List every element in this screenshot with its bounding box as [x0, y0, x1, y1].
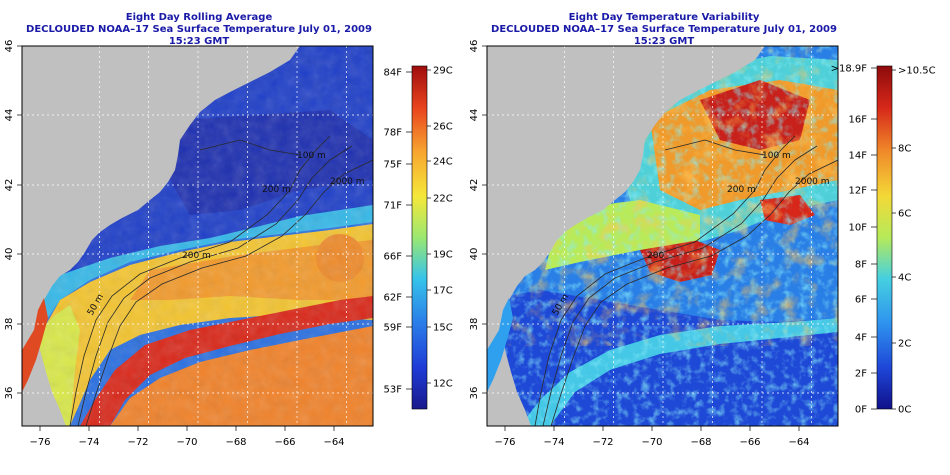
left-x-tick-label-2: −72	[127, 437, 148, 448]
right-x-tick-label-5: −66	[739, 437, 760, 448]
left-cb-c-label-6: 15C	[433, 323, 453, 334]
right-y-tick-label-5: 36	[469, 387, 480, 400]
right-cb-f-label-9: 0F	[855, 405, 867, 416]
right-cb-f-label-6: 6F	[855, 295, 867, 306]
right-contours	[534, 135, 838, 426]
right-x-tick-label-6: −64	[788, 437, 809, 448]
left-cb-f-label-4: 66F	[384, 252, 403, 263]
left-cb-f-label-5: 62F	[384, 293, 403, 304]
left-x-tick-label-3: −70	[176, 437, 197, 448]
right-land	[487, 46, 765, 426]
left-colorbar-gradient	[411, 65, 428, 410]
right-title-line2: DECLOUDED NOAA–17 Sea Surface Temperatur…	[491, 24, 837, 47]
right-x-tick-label-2: −72	[592, 437, 613, 448]
left-grid	[22, 46, 373, 426]
left-contour-label-200m-b: 200 m	[182, 251, 211, 261]
right-bay	[487, 298, 513, 392]
left-x-tick-label-6: −64	[323, 437, 344, 448]
right-title-line1: Eight Day Temperature Variability	[568, 12, 760, 23]
left-cb-f-label-7: 53F	[384, 385, 403, 396]
left-contour-label-2000m: 2000 m	[330, 177, 365, 187]
left-y-tick-label-5: 36	[4, 387, 15, 400]
right-colorbar-gradient	[876, 65, 893, 410]
left-colorbar-fahrenheit-labels: 84F 78F 75F 71F 66F 62F 59F 53F	[384, 68, 412, 396]
right-cb-f-label-0: >18.9F	[831, 64, 868, 75]
right-cb-c-label-0: >10.5C	[898, 66, 936, 77]
left-title-line2: DECLOUDED NOAA–17 Sea Surface Temperatur…	[26, 24, 372, 47]
left-cb-f-label-2: 75F	[384, 160, 403, 171]
left-y-tick-label-2: 42	[4, 179, 15, 192]
right-map-frame	[486, 45, 839, 427]
left-y-tick-label-0: 46	[4, 40, 15, 53]
right-cb-f-label-4: 10F	[849, 223, 868, 234]
right-cb-f-label-3: 12F	[849, 186, 868, 197]
right-cb-f-label-1: 16F	[849, 115, 868, 126]
left-contour-label-200m-a: 200 m	[262, 185, 291, 195]
left-y-tick-label-1: 44	[4, 109, 15, 122]
right-colorbar: >18.9F 16F 14F 12F 10F 8F 6F 4F 2F 0F >10.5C 8C 6C 4…	[831, 64, 936, 416]
left-contour-label-100m: 100 m	[297, 151, 326, 161]
left-land	[22, 46, 300, 426]
left-cb-c-label-0: 29C	[433, 66, 453, 77]
right-y-tick-label-0: 46	[469, 40, 480, 53]
left-cb-c-label-4: 19C	[433, 250, 453, 261]
right-cb-f-label-8: 2F	[855, 369, 867, 380]
right-contour-label-200: 200	[647, 251, 664, 261]
right-y-tick-label-3: 40	[469, 248, 480, 261]
left-x-tick-label-1: −74	[78, 437, 99, 448]
left-cb-f-label-1: 78F	[384, 128, 403, 139]
right-grid	[487, 46, 838, 426]
right-x-tick-label-3: −70	[641, 437, 662, 448]
right-y-tick-label-2: 42	[469, 179, 480, 192]
left-map-frame	[21, 45, 374, 427]
left-colorbar-celsius-labels: 29C 26C 24C 22C 19C 17C 15C 12C	[427, 66, 453, 390]
right-cb-f-label-7: 4F	[855, 333, 867, 344]
right-contour-label-100m: 100 m	[762, 151, 791, 161]
left-bay	[22, 298, 48, 392]
left-cb-f-label-6: 59F	[384, 323, 403, 334]
left-cb-c-label-5: 17C	[433, 286, 453, 297]
right-cb-c-label-4: 2C	[898, 339, 911, 350]
left-x-tick-label-4: −68	[225, 437, 246, 448]
left-cb-c-label-1: 26C	[433, 122, 453, 133]
left-cb-c-label-3: 22C	[433, 194, 453, 205]
left-y-tick-label-4: 38	[4, 318, 15, 331]
left-cb-c-label-7: 12C	[433, 379, 453, 390]
left-cb-f-label-3: 71F	[384, 201, 403, 212]
right-title: Eight Day Temperature Variability DECLOU…	[486, 12, 842, 48]
right-cb-c-label-5: 0C	[898, 405, 911, 416]
right-map: 100 m 200 m 2000 m 200 50 m	[486, 45, 839, 427]
right-colorbar-fahrenheit-labels: >18.9F 16F 14F 12F 10F 8F 6F 4F 2F 0F	[831, 64, 877, 416]
right-x-tick-label-1: −74	[543, 437, 564, 448]
axis-ticks: −76 −74 −72 −70 −68 −66 −64 46 44 42 40 38 36 −76 −74 −…	[4, 40, 810, 448]
right-y-tick-label-4: 38	[469, 318, 480, 331]
left-title: Eight Day Rolling Average DECLOUDED NOAA…	[20, 12, 378, 48]
left-colorbar: 84F 78F 75F 71F 66F 62F 59F 53F 29C 26C 24C 22C 19C…	[384, 66, 453, 410]
right-contour-label-2000m: 2000 m	[795, 177, 830, 187]
right-cb-c-label-3: 4C	[898, 273, 911, 284]
right-cb-c-label-2: 6C	[898, 209, 911, 220]
right-x-tick-label-4: −68	[690, 437, 711, 448]
right-y-tick-label-1: 44	[469, 109, 480, 122]
right-x-tick-label-0: −76	[494, 437, 515, 448]
left-cb-c-label-2: 24C	[433, 157, 453, 168]
right-colorbar-celsius-labels: >10.5C 8C 6C 4C 2C 0C	[892, 66, 936, 416]
left-x-tick-label-0: −76	[29, 437, 50, 448]
right-cb-f-label-2: 14F	[849, 151, 868, 162]
right-contour-label-200m: 200 m	[727, 185, 756, 195]
right-cb-f-label-5: 8F	[855, 260, 867, 271]
left-map: 100 m 200 m 2000 m 200 m 50 m	[21, 45, 374, 427]
left-title-line1: Eight Day Rolling Average	[125, 12, 273, 23]
left-contours	[69, 135, 373, 426]
left-x-tick-label-5: −66	[274, 437, 295, 448]
right-cb-c-label-1: 8C	[898, 144, 911, 155]
left-y-tick-label-3: 40	[4, 248, 15, 261]
left-cb-f-label-0: 84F	[384, 68, 403, 79]
